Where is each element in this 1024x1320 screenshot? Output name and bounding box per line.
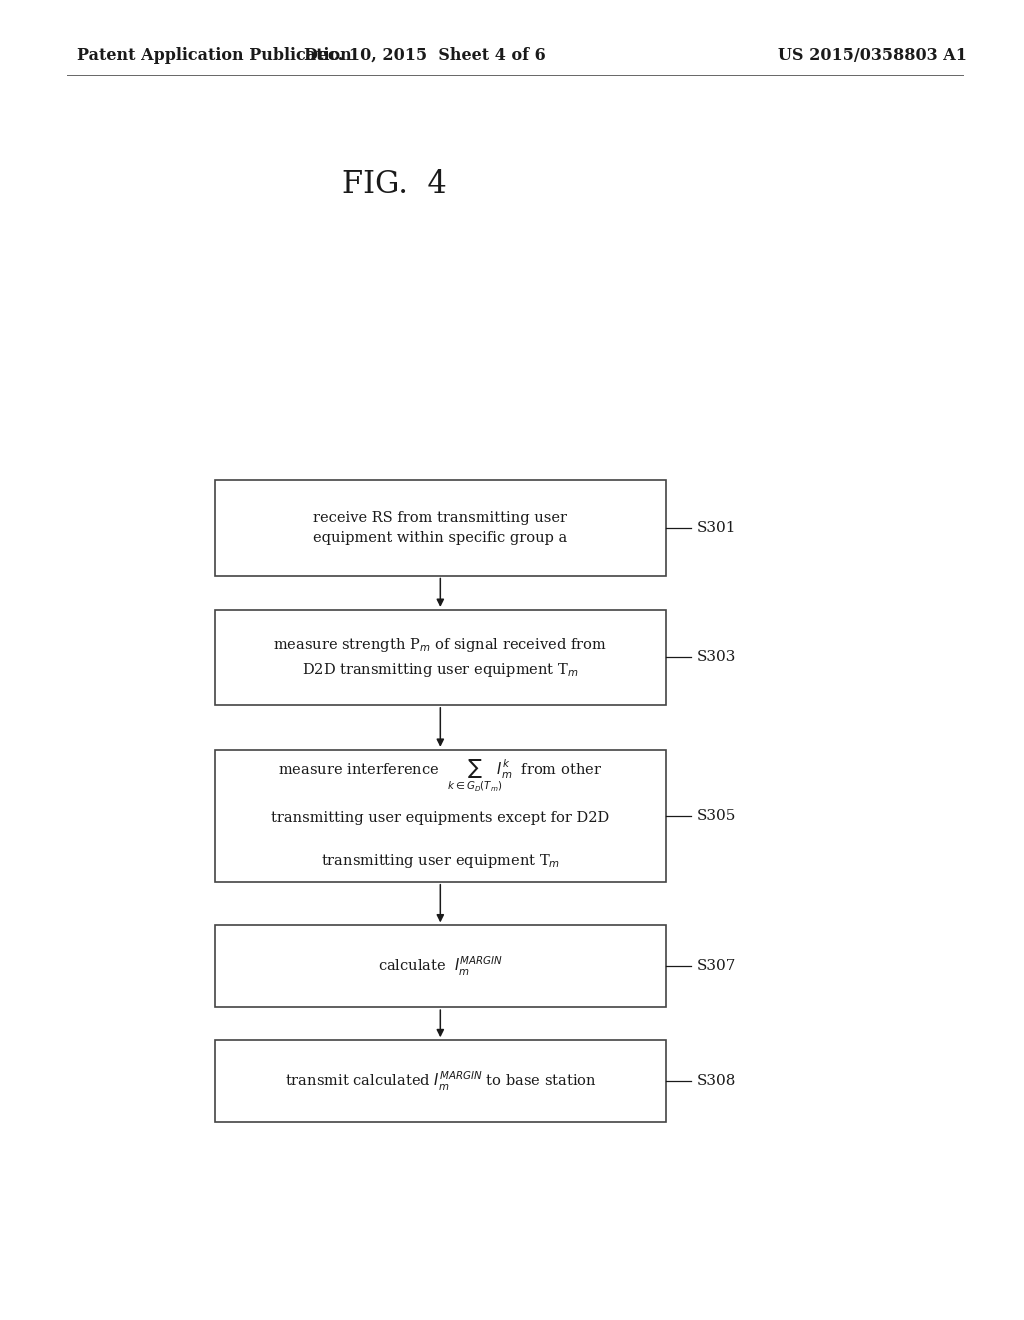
Text: measure interference  $\sum_{k \in G_D(T_m)}\!\!I_m^k$  from other: measure interference $\sum_{k \in G_D(T_… <box>279 756 602 793</box>
Text: receive RS from transmitting user
equipment within specific group a: receive RS from transmitting user equipm… <box>313 511 567 545</box>
Bar <box>215 925 666 1007</box>
Text: FIG.  4: FIG. 4 <box>342 169 446 201</box>
Text: Dec. 10, 2015  Sheet 4 of 6: Dec. 10, 2015 Sheet 4 of 6 <box>304 48 546 63</box>
Text: transmitting user equipment T$_m$: transmitting user equipment T$_m$ <box>321 851 560 870</box>
Bar <box>215 610 666 705</box>
Text: Patent Application Publication: Patent Application Publication <box>77 48 351 63</box>
Text: transmitting user equipments except for D2D: transmitting user equipments except for … <box>271 812 609 825</box>
Bar <box>215 480 666 576</box>
Bar <box>215 750 666 882</box>
Bar <box>215 1040 666 1122</box>
Text: S301: S301 <box>696 521 736 535</box>
Text: S305: S305 <box>696 809 735 822</box>
Text: calculate  $I_m^{MARGIN}$: calculate $I_m^{MARGIN}$ <box>378 954 503 978</box>
Text: S307: S307 <box>696 960 735 973</box>
Text: measure strength P$_m$ of signal received from
D2D transmitting user equipment T: measure strength P$_m$ of signal receive… <box>273 636 607 678</box>
Text: S303: S303 <box>696 651 735 664</box>
Text: US 2015/0358803 A1: US 2015/0358803 A1 <box>778 48 968 63</box>
Text: transmit calculated $I_m^{MARGIN}$ to base station: transmit calculated $I_m^{MARGIN}$ to ba… <box>285 1069 596 1093</box>
Text: S308: S308 <box>696 1074 735 1088</box>
